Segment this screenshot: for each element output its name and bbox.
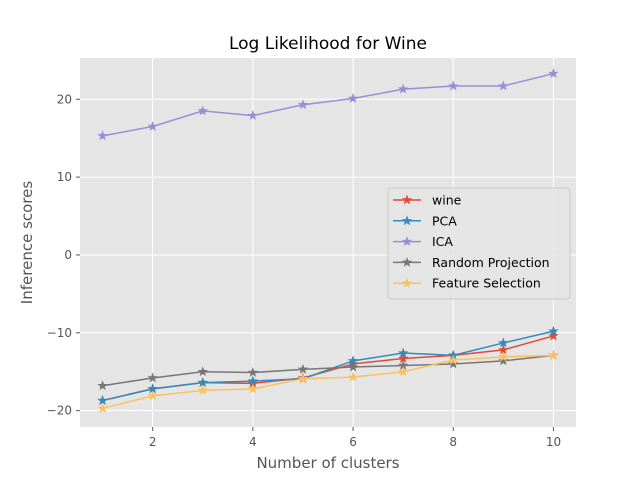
x-axis-label: Number of clusters — [256, 454, 399, 472]
series-line — [102, 354, 554, 387]
y-tick-label: −10 — [47, 326, 72, 340]
data-point — [197, 377, 208, 388]
data-point — [297, 363, 309, 374]
data-point — [448, 358, 459, 369]
legend-label: PCA — [432, 213, 457, 228]
legend-item: PCA — [393, 213, 457, 228]
data-point — [448, 80, 459, 91]
data-point — [548, 349, 559, 360]
y-axis-label: Inference scores — [18, 181, 36, 305]
y-tick-label: 10 — [57, 170, 72, 184]
legend-item: ICA — [393, 234, 453, 249]
data-point — [347, 371, 359, 382]
data-point — [548, 330, 559, 341]
data-point — [498, 355, 509, 366]
legend-marker — [401, 256, 413, 267]
data-point — [97, 395, 108, 405]
legend-marker — [401, 236, 413, 247]
legend-label: ICA — [432, 234, 453, 249]
legend-label: Feature Selection — [432, 276, 541, 291]
data-point — [498, 80, 509, 91]
series-line — [102, 330, 554, 402]
data-point — [147, 390, 158, 401]
data-point — [297, 373, 309, 384]
y-tick-label: 20 — [57, 92, 72, 106]
series-feature-selection — [97, 349, 559, 413]
data-point — [548, 68, 559, 78]
data-point — [548, 325, 559, 336]
data-point — [498, 337, 509, 348]
data-point — [197, 366, 208, 377]
legend-marker — [401, 215, 413, 226]
data-point — [247, 367, 259, 377]
data-point — [347, 93, 359, 103]
legend-marker — [401, 277, 413, 288]
x-tick-label: 4 — [249, 435, 257, 449]
data-point — [397, 366, 409, 377]
data-point — [448, 354, 459, 365]
y-tick-label: 0 — [64, 248, 72, 262]
data-point — [347, 361, 359, 372]
data-point — [397, 83, 409, 94]
legend-box — [387, 187, 571, 300]
legend-label: Random Projection — [432, 255, 550, 270]
x-tick-label: 6 — [349, 435, 357, 449]
data-point — [498, 351, 509, 362]
legend: wine PCA ICA Random Projection Feature Selec… — [387, 187, 571, 300]
legend-item: wine — [393, 193, 462, 208]
data-point — [197, 384, 208, 395]
data-point — [247, 375, 259, 386]
legend-marker — [401, 194, 413, 205]
data-point — [297, 99, 309, 110]
data-point — [97, 380, 108, 391]
legend-label: wine — [432, 193, 462, 208]
data-point — [147, 121, 158, 131]
y-tick-label: −20 — [47, 404, 72, 418]
chart-title: Log Likelihood for Wine — [229, 34, 427, 54]
data-point — [97, 130, 108, 141]
x-tick-label: 2 — [149, 435, 157, 449]
data-point — [97, 402, 108, 413]
legend-item: Feature Selection — [393, 276, 541, 291]
x-tick-label: 8 — [449, 435, 457, 449]
data-point — [197, 105, 208, 116]
legend-item: Random Projection — [393, 255, 550, 270]
data-point — [397, 347, 409, 358]
data-point — [247, 110, 259, 121]
series-group — [97, 68, 559, 413]
series-line — [102, 354, 554, 410]
data-point — [147, 372, 158, 383]
x-tick-label: 10 — [546, 435, 561, 449]
axis-ticks: 2 4 6 8 10 −20 −10 0 10 20 — [47, 92, 561, 449]
series-line — [102, 72, 554, 137]
series-ica — [97, 68, 559, 141]
data-point — [247, 383, 259, 394]
